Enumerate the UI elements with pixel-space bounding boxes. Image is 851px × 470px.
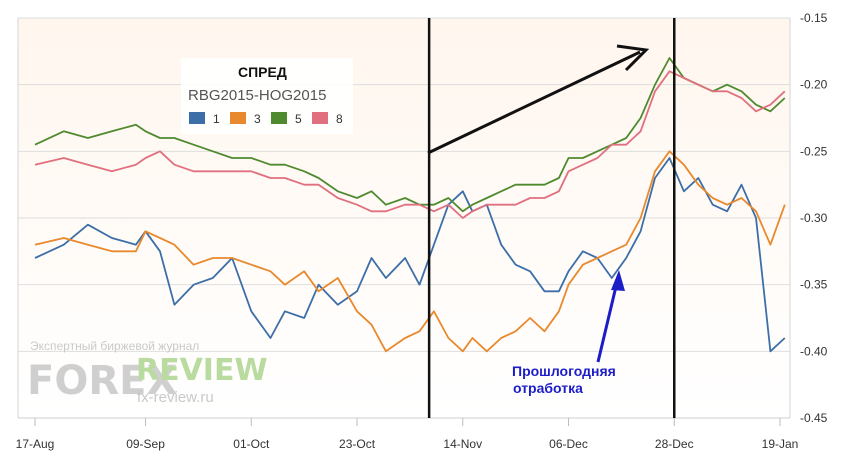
legend-swatch-8 (312, 112, 328, 124)
series-line-8 (34, 70, 786, 219)
series-line-5 (34, 57, 786, 213)
y-tick-label: -0.35 (800, 278, 828, 292)
series-line-1 (34, 157, 786, 353)
watermark-forex: FOREX (27, 358, 177, 404)
legend: СПРЕД RBG2015-HOG2015 1 3 5 8 (181, 58, 353, 134)
x-tick-label: 09-Sep (126, 437, 165, 451)
legend-items: 1 3 5 8 (189, 112, 343, 126)
annotation-arrow (596, 270, 625, 363)
gridlines (17, 17, 791, 419)
annotation-line-2: отработка (513, 380, 583, 396)
legend-swatch-5 (271, 112, 287, 124)
watermark-tagline: Экспертный биржевой журнал (30, 339, 199, 353)
trend-arrow (427, 44, 650, 155)
x-tick-label: 28-Dec (655, 437, 694, 451)
legend-label-1: 1 (213, 112, 220, 126)
watermark-url: fx-review.ru (137, 389, 214, 406)
watermark-review: REVIEW (136, 353, 268, 388)
y-axis-ticks: -0.15 -0.20 -0.25 -0.30 -0.35 -0.40 -0.45 (800, 11, 828, 425)
legend-swatch-3 (230, 112, 246, 124)
legend-label-5: 5 (295, 112, 302, 126)
legend-label-8: 8 (336, 112, 343, 126)
legend-swatch-1 (189, 112, 205, 124)
vertical-markers (427, 18, 676, 418)
series-line-3 (34, 150, 786, 353)
legend-title: СПРЕД (238, 64, 287, 80)
x-tick-label: 23-Oct (339, 437, 376, 451)
legend-subtitle: RBG2015-HOG2015 (188, 87, 326, 104)
legend-label-3: 3 (254, 112, 261, 126)
x-tick-label: 14-Nov (443, 437, 482, 451)
x-tick-label: 19-Jan (762, 437, 799, 451)
y-tick-label: -0.45 (800, 411, 828, 425)
series-lines (34, 57, 786, 353)
y-tick-label: -0.40 (800, 344, 828, 358)
annotation-line-1: Прошлогодняя (512, 363, 616, 379)
x-tick-label: 17-Aug (16, 437, 55, 451)
y-tick-label: -0.15 (800, 11, 828, 25)
watermark: Экспертный биржевой журнал FOREX REVIEW … (27, 339, 268, 406)
x-axis-ticks: 17-Aug 09-Sep 01-Oct 23-Oct 14-Nov 06-Dec 28-D… (16, 418, 799, 451)
x-tick-label: 01-Oct (233, 437, 270, 451)
y-tick-label: -0.30 (800, 211, 828, 225)
x-tick-label: 06-Dec (549, 437, 588, 451)
y-tick-label: -0.25 (800, 144, 828, 158)
y-tick-label: -0.20 (800, 78, 828, 92)
